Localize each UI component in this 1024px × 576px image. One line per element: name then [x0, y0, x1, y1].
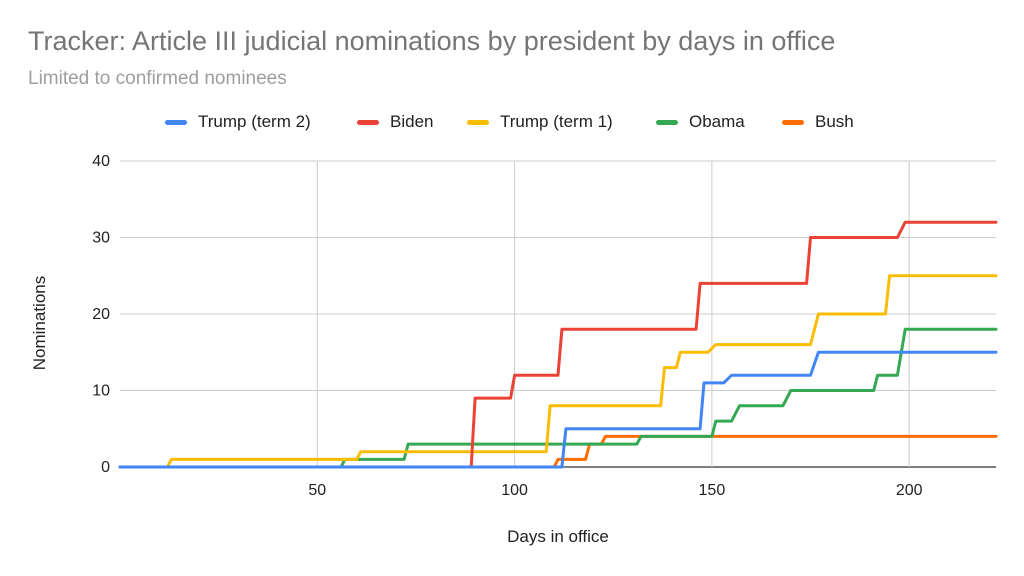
chart-title: Tracker: Article III judicial nomination… — [28, 26, 836, 56]
x-tick-label-50: 50 — [308, 482, 326, 499]
legend-swatch-obama — [656, 119, 678, 125]
series-line-obama[interactable] — [118, 327, 998, 469]
legend-item-bush[interactable]: Bush — [782, 110, 854, 134]
tick-labels: 0 10 20 30 40 50 100 150 200 — [92, 153, 922, 499]
legend-label-biden: Biden — [390, 112, 434, 131]
y-tick-label-10: 10 — [92, 383, 110, 400]
legend-item-biden[interactable]: Biden — [357, 110, 433, 134]
y-tick-label-30: 30 — [92, 230, 110, 247]
legend-label-trump-term-2: Trump (term 2) — [198, 112, 311, 131]
series-line-bush[interactable] — [118, 434, 998, 469]
series-line-trump-term-1[interactable] — [118, 274, 998, 469]
series-line-trump-term-2[interactable] — [118, 350, 998, 469]
x-tick-label-200: 200 — [896, 482, 923, 499]
legend-item-obama[interactable]: Obama — [656, 110, 745, 134]
series-line-biden[interactable] — [118, 220, 998, 469]
x-axis-title: Days in office — [507, 527, 609, 546]
chart-subtitle: Limited to confirmed nominees — [28, 68, 287, 89]
legend-item-trump-term-1[interactable]: Trump (term 1) — [467, 110, 613, 134]
y-axis-title: Nominations — [30, 276, 49, 371]
legend: Trump (term 2) Biden Trump (term 1) Obam… — [0, 110, 1024, 134]
legend-item-trump-term-2[interactable]: Trump (term 2) — [165, 110, 311, 134]
legend-swatch-trump-term-2 — [165, 119, 187, 125]
legend-swatch-biden — [357, 119, 379, 125]
y-tick-label-0: 0 — [101, 459, 110, 476]
x-tick-label-100: 100 — [501, 482, 528, 499]
series-lines — [118, 220, 998, 469]
legend-label-obama: Obama — [689, 112, 745, 131]
legend-swatch-bush — [782, 119, 804, 125]
y-tick-label-40: 40 — [92, 153, 110, 170]
x-tick-label-150: 150 — [699, 482, 726, 499]
legend-label-trump-term-1: Trump (term 1) — [500, 112, 613, 131]
legend-label-bush: Bush — [815, 112, 854, 131]
legend-swatch-trump-term-1 — [467, 119, 489, 125]
y-tick-label-20: 20 — [92, 306, 110, 323]
